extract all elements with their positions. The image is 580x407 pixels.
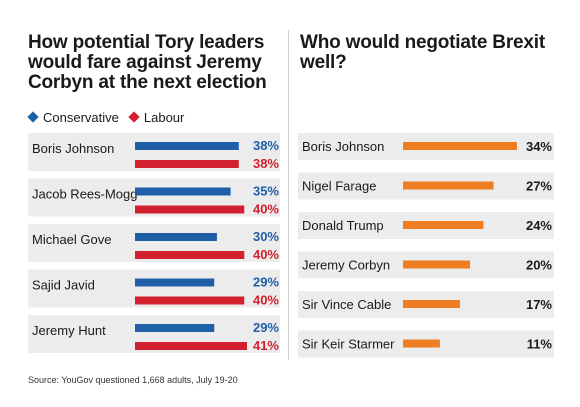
- bar-labour: [135, 296, 245, 305]
- bar-brexit: [403, 221, 484, 229]
- source-note: Source: YouGov questioned 1,668 adults, …: [28, 375, 238, 385]
- bar-brexit: [403, 300, 460, 308]
- category-label: Boris Johnson: [302, 139, 384, 154]
- bar-brexit: [403, 260, 471, 269]
- bar-conservative: [135, 187, 231, 196]
- category-label: Sajid Javid: [32, 278, 95, 293]
- category-label: Sir Keir Starmer: [302, 337, 395, 352]
- value-label: 20%: [526, 258, 552, 273]
- bar-brexit: [403, 181, 494, 190]
- bar-labour: [135, 160, 239, 168]
- category-label: Jeremy Corbyn: [302, 258, 390, 273]
- category-label: Nigel Farage: [302, 179, 376, 194]
- right-chart-title: Who would negotiate Brexit well?: [300, 32, 545, 73]
- bar-conservative: [135, 142, 239, 150]
- legend-item-labour: Labour: [128, 109, 185, 125]
- value-label: 11%: [527, 337, 553, 352]
- legend-label-conservative: Conservative: [43, 109, 119, 125]
- category-label: Donald Trump: [302, 218, 384, 233]
- value-label-labour: 38%: [253, 156, 279, 171]
- value-label-conservative: 30%: [253, 229, 279, 244]
- value-label-conservative: 35%: [253, 184, 279, 199]
- chart-divider: [288, 30, 289, 360]
- value-label-conservative: 29%: [253, 275, 279, 290]
- bar-conservative: [135, 278, 215, 287]
- bar-labour: [135, 205, 245, 214]
- bar-conservative: [135, 324, 215, 332]
- category-label: Jacob Rees-Mogg: [32, 187, 138, 202]
- bar-brexit: [403, 142, 517, 150]
- category-label: Michael Gove: [32, 232, 111, 247]
- value-label-labour: 40%: [253, 293, 279, 308]
- value-label: 27%: [526, 179, 552, 194]
- value-label: 24%: [526, 218, 552, 233]
- legend-label-labour: Labour: [143, 109, 185, 125]
- category-label: Sir Vince Cable: [302, 297, 391, 312]
- bar-labour: [135, 342, 247, 350]
- legend: Conservative Labour: [27, 109, 194, 125]
- value-label-conservative: 29%: [253, 320, 279, 335]
- value-label-conservative: 38%: [253, 138, 279, 153]
- bar-labour: [135, 251, 245, 259]
- value-label-labour: 41%: [253, 338, 279, 353]
- value-label-labour: 40%: [253, 202, 279, 217]
- bar-brexit: [403, 339, 440, 348]
- value-label: 34%: [526, 139, 552, 154]
- bar-conservative: [135, 233, 217, 241]
- value-label: 17%: [526, 297, 552, 312]
- category-label: Boris Johnson: [32, 141, 114, 156]
- category-label: Jeremy Hunt: [32, 323, 106, 338]
- left-chart-title: How potential Tory leaders would fare ag…: [28, 32, 267, 93]
- legend-item-conservative: Conservative: [27, 109, 119, 125]
- value-label-labour: 40%: [253, 247, 279, 262]
